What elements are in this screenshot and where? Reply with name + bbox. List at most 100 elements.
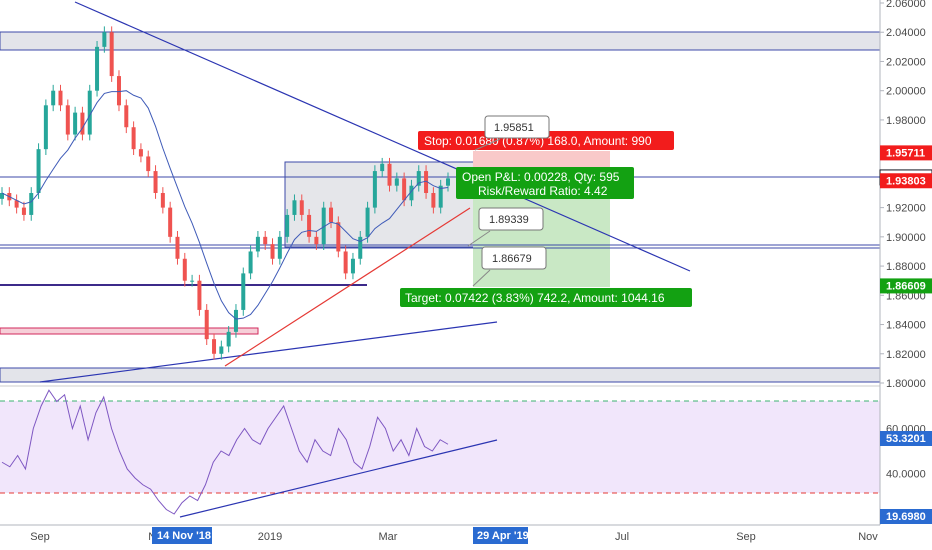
candle-body — [307, 214, 312, 237]
candle-body — [416, 171, 421, 186]
candle-body — [255, 236, 260, 252]
target-label-text: Target: 0.07422 (3.83%) 742.2, Amount: 1… — [405, 291, 665, 305]
resistance-zone — [0, 31, 881, 51]
time-tick-label: Mar — [379, 531, 398, 543]
candle-body — [402, 178, 407, 201]
callout-3: 1.86679 — [472, 246, 547, 287]
rsi-current-text: 53.3201 — [886, 433, 926, 445]
candle-body — [394, 178, 399, 186]
candle-body — [102, 32, 107, 47]
candle-body — [233, 309, 238, 332]
candle-body — [226, 331, 231, 347]
rsi-band — [0, 401, 880, 493]
price-tag-box — [880, 145, 932, 161]
stop-label-text: Stop: 0.01680 (0.87%) 168.0, Amount: 990 — [424, 134, 652, 148]
time-tick-label: Jul — [615, 531, 629, 543]
time-axis[interactable] — [0, 525, 932, 550]
price-tag-box — [880, 278, 932, 294]
candle-body — [51, 90, 56, 106]
price-tick-label: 1.98000 — [886, 115, 926, 127]
candle-body — [153, 171, 158, 193]
price-tick-label: 1.92000 — [886, 203, 926, 215]
candle-body — [138, 149, 143, 157]
candle-body — [372, 171, 377, 208]
candle-body — [358, 236, 363, 259]
candle-body — [329, 207, 334, 223]
candle-body — [36, 149, 41, 193]
callout-1: 1.95851 — [474, 115, 550, 151]
candle-body — [438, 185, 443, 208]
candle-body — [263, 236, 268, 245]
moving-average-line — [1, 90, 449, 320]
candle-body — [248, 251, 253, 274]
time-tick-label: Nov — [858, 531, 878, 543]
rsi-line — [1, 389, 449, 515]
candle-body — [285, 214, 290, 237]
rsi-trendline — [179, 439, 498, 518]
time-tick-label: 2019 — [258, 531, 282, 543]
price-tick-label: 2.06000 — [886, 0, 926, 10]
candle-body — [131, 127, 136, 150]
callout-2-text: 1.89339 — [489, 214, 529, 226]
candle-body — [241, 273, 246, 310]
candle-body — [168, 207, 173, 237]
date-tag-2-text: 29 Apr '19 — [477, 530, 529, 542]
candle-body — [387, 163, 392, 186]
candle-body — [73, 112, 78, 135]
candle-body — [350, 258, 355, 274]
candle-body — [212, 339, 217, 354]
price-tick-label: 2.04000 — [886, 27, 926, 39]
candle-body — [270, 244, 275, 259]
price-axis[interactable] — [880, 0, 932, 550]
stop-label: Stop: 0.01680 (0.87%) 168.0, Amount: 990 — [418, 131, 674, 150]
price-tag-box — [880, 173, 932, 189]
candle-body — [87, 90, 92, 135]
rsi-low-text: 19.6980 — [886, 511, 926, 523]
candle-body — [21, 207, 26, 215]
price-tag-label: 1.95711 — [886, 147, 925, 159]
candle-body — [424, 171, 429, 193]
descending-trendline — [74, 1, 691, 272]
candle-body — [321, 207, 326, 245]
date-tag-2: 29 Apr '19 — [473, 527, 529, 544]
date-tag-1: 14 Nov '18 — [152, 527, 212, 544]
level-zone-pink — [0, 327, 259, 335]
candlestick-series — [0, 26, 450, 360]
candle-body — [95, 46, 100, 91]
candle-body — [43, 105, 48, 150]
candle-body — [146, 156, 151, 172]
candle-body — [277, 236, 282, 259]
candle-body — [0, 193, 4, 199]
callout-3-text: 1.86679 — [492, 253, 532, 265]
candle-body — [182, 258, 187, 281]
candle-body — [446, 178, 450, 186]
ascending-trendline — [39, 321, 498, 383]
candle-body — [58, 90, 63, 106]
price-tick-label: 1.82000 — [886, 349, 926, 361]
candle-body — [160, 193, 165, 208]
candle-body — [299, 200, 304, 215]
rsi-low-tag: 19.6980 — [880, 509, 932, 524]
price-tick-label: 2.02000 — [886, 56, 926, 68]
price-tick-label: 1.80000 — [886, 378, 926, 390]
target-label: Target: 0.07422 (3.83%) 742.2, Amount: 1… — [400, 288, 692, 307]
candle-body — [343, 251, 348, 274]
price-tick-label: 1.84000 — [886, 320, 926, 332]
candle-body — [336, 222, 341, 252]
candle-body — [109, 32, 114, 77]
candle-body — [365, 207, 370, 237]
candle-body — [29, 193, 34, 215]
candle-body — [197, 280, 202, 310]
candle-body — [380, 163, 385, 172]
price-tick-label: 1.88000 — [886, 261, 926, 273]
price-tag-label: 1.86609 — [886, 280, 926, 292]
candle-body — [314, 236, 319, 245]
pnl-label: Open P&L: 0.00228, Qty: 595 Risk/Reward … — [456, 167, 634, 199]
callout-2: 1.89339 — [467, 207, 544, 247]
time-tick-label: Sep — [30, 531, 50, 543]
candle-body — [14, 200, 19, 208]
price-tag-label: 1.93803 — [886, 175, 926, 187]
candle-body — [292, 200, 297, 215]
